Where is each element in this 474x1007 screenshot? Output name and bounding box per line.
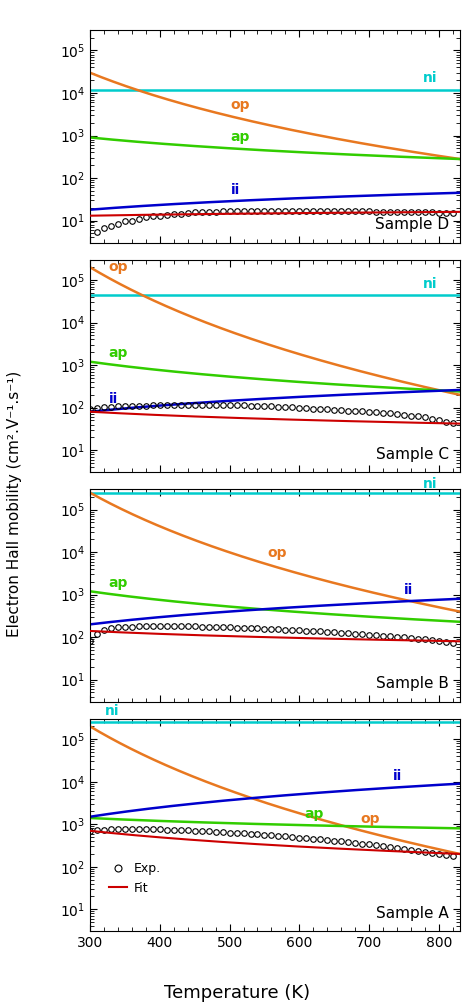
Text: ap: ap [109, 576, 128, 589]
Text: Sample C: Sample C [376, 447, 449, 462]
Text: Temperature (K): Temperature (K) [164, 984, 310, 1002]
Text: Sample D: Sample D [374, 218, 449, 233]
Text: ni: ni [105, 704, 119, 718]
Text: op: op [360, 812, 380, 826]
Text: op: op [230, 98, 250, 112]
Text: ii: ii [404, 583, 414, 597]
Text: ap: ap [230, 130, 250, 144]
Text: ii: ii [109, 392, 118, 406]
Text: Electron Hall mobility (cm².V⁻¹.s⁻¹): Electron Hall mobility (cm².V⁻¹.s⁻¹) [7, 371, 22, 636]
Text: ap: ap [304, 807, 324, 821]
Legend: Exp., Fit: Exp., Fit [104, 858, 166, 899]
Text: ni: ni [423, 476, 438, 490]
Text: ii: ii [393, 769, 402, 783]
Text: ni: ni [423, 277, 438, 291]
Text: ap: ap [109, 346, 128, 359]
Text: op: op [109, 260, 128, 274]
Text: ii: ii [230, 183, 240, 197]
Text: op: op [267, 546, 287, 560]
Text: ni: ni [423, 71, 438, 86]
Text: Sample A: Sample A [376, 906, 449, 920]
Text: Sample B: Sample B [376, 677, 449, 691]
